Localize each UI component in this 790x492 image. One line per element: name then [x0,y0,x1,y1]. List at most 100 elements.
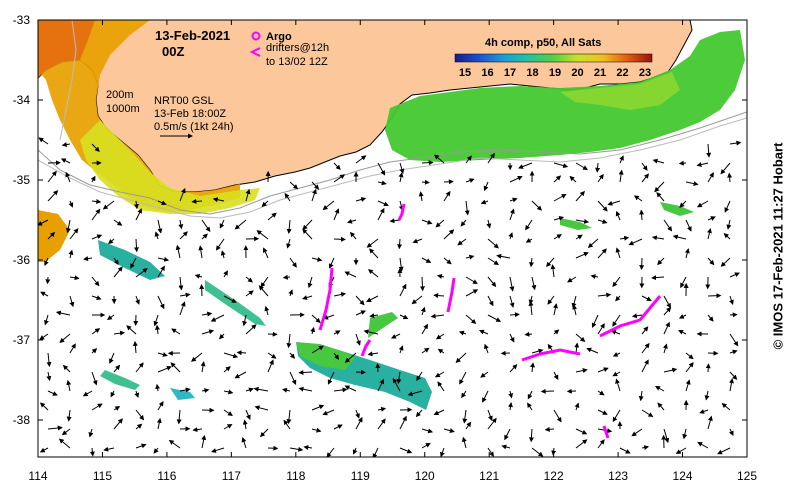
current-arrow [66,409,72,422]
current-arrow [399,283,407,297]
current-arrow [553,194,567,202]
current-arrow [553,329,560,335]
current-arrow [157,256,170,262]
current-arrow [547,295,555,305]
current-arrow [311,427,322,433]
current-arrow [597,390,605,396]
current-arrow [245,276,253,283]
current-arrow [531,348,544,354]
current-arrow [133,238,139,253]
current-arrow [597,323,605,335]
current-arrow [465,254,475,260]
current-arrow [366,238,379,248]
current-arrow [259,428,269,438]
current-arrow [440,447,445,457]
plot-frame [37,19,748,458]
y-tick-label: -34 [13,93,31,107]
info-product: NRT00 GSL [154,95,214,107]
current-arrow [333,174,346,183]
drifters-until: to 13/02 12Z [266,56,328,68]
current-arrow [201,311,213,317]
current-arrow [311,404,325,411]
current-arrow [47,231,56,240]
current-arrow [377,418,386,430]
current-arrow [47,390,58,396]
current-arrow [575,439,588,449]
current-arrow [133,200,139,210]
y-tick-label: -37 [13,333,31,347]
current-arrow [685,181,699,187]
current-arrow [344,385,357,392]
x-tick-label: 121 [479,469,499,483]
map-time: 00Z [162,44,184,59]
current-arrow [245,188,251,202]
current-arrow [707,257,715,266]
current-arrow [678,160,687,166]
drifter-track [599,295,662,338]
current-arrow [65,219,71,234]
drifter-track [360,339,372,357]
current-arrow [349,231,357,240]
current-arrow [355,295,365,306]
drifter-track [446,277,456,313]
current-arrow [91,348,98,354]
current-arrow [91,295,102,301]
current-arrow [421,160,434,166]
current-arrow [286,333,292,349]
current-arrow [436,274,445,279]
current-arrow [327,371,335,385]
current-arrow [236,350,247,356]
current-arrow [496,253,511,259]
current-arrow [416,371,423,382]
current-arrow [459,371,467,385]
current-arrow [553,175,562,183]
current-arrow [678,314,687,319]
current-arrow [487,314,502,322]
current-arrow [223,352,239,359]
current-arrow [399,314,409,320]
current-arrow [597,439,605,449]
current-arrow [130,257,137,269]
current-arrow [264,305,270,316]
current-arrow [641,162,648,171]
current-arrow [201,329,215,335]
current-arrow [62,364,71,373]
current-arrow [194,273,203,279]
current-arrow [663,367,678,373]
current-arrow [465,155,472,164]
current-arrow [421,347,430,354]
current-arrow [628,238,643,246]
current-arrow [478,329,489,335]
current-arrow [267,352,277,359]
current-arrow [191,352,203,362]
current-arrow [223,423,233,430]
current-arrow [261,200,269,207]
current-arrow [553,162,569,169]
sst-orange-west [38,20,95,78]
map-date: 13-Feb-2021 [155,28,230,43]
colorbar-tick-label: 21 [594,67,606,79]
current-arrow [333,330,341,335]
current-arrow [639,257,645,271]
current-arrow [597,219,608,224]
sst-teal-strip-4 [170,388,195,400]
current-arrow [421,442,431,449]
current-arrow [234,371,247,379]
current-arrow [465,421,472,430]
current-arrow [464,200,470,216]
current-arrow [724,200,731,213]
current-arrow [421,428,434,434]
current-arrow [610,330,621,335]
current-arrow [633,195,643,202]
current-arrow [641,445,650,451]
current-arrow [154,231,160,240]
current-arrow [528,428,534,443]
current-arrow [465,178,475,183]
current-arrow [219,333,225,340]
current-arrow [553,216,565,221]
current-arrow [591,314,599,329]
current-arrow [157,295,165,310]
current-arrow [631,428,643,437]
depth-label-200m: 200m [106,89,134,101]
current-arrow [707,228,712,240]
